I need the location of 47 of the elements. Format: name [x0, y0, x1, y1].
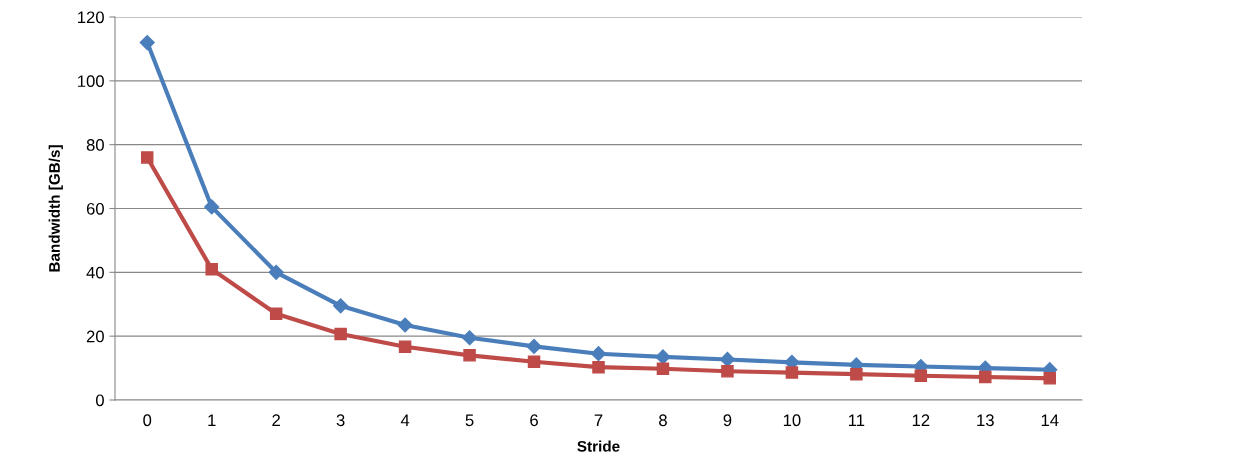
point	[526, 338, 542, 354]
point	[205, 262, 218, 276]
y-tick-label: 80	[86, 139, 104, 151]
x-tick-label: 11	[848, 414, 865, 426]
y-tick-label: 40	[86, 266, 104, 279]
x-tick-label: 12	[912, 414, 930, 426]
y-axis-title: Bandwidth [GB/s]	[48, 145, 63, 272]
point	[914, 369, 928, 382]
point	[527, 355, 541, 368]
x-tick-label: 7	[594, 414, 603, 426]
x-tick-label: 14	[1041, 414, 1059, 426]
point	[333, 298, 349, 314]
point	[721, 365, 734, 378]
x-tick-label: 4	[400, 414, 410, 426]
point	[592, 360, 605, 374]
point	[979, 370, 992, 384]
x-tick-label: 9	[723, 414, 732, 427]
point	[334, 327, 347, 341]
x-tick-label: 6	[530, 414, 538, 427]
point	[269, 307, 283, 321]
x-tick-label: 5	[465, 414, 474, 427]
y-tick-label: 20	[86, 330, 104, 343]
x-tick-label: 1	[208, 414, 216, 426]
y-tick-label: 120	[78, 11, 104, 24]
point	[268, 264, 284, 280]
point	[461, 330, 478, 346]
x-tick-label: 13	[977, 414, 994, 427]
point	[785, 366, 799, 379]
x-tick-label: 2	[272, 414, 280, 426]
x-tick-label: 0	[143, 414, 152, 427]
point	[463, 349, 476, 362]
point	[656, 362, 670, 375]
y-tick-label: 0	[95, 394, 104, 407]
y-tick-label: 60	[86, 202, 104, 215]
x-tick-label: 10	[783, 414, 801, 427]
point	[398, 340, 412, 353]
point	[140, 151, 154, 164]
point	[1043, 372, 1057, 385]
x-tick-label: 8	[659, 414, 667, 427]
point	[204, 199, 220, 215]
y-tick-label: 100	[78, 75, 104, 88]
point	[590, 346, 607, 362]
point	[397, 317, 413, 333]
x-tick-label: 3	[336, 414, 345, 427]
point	[139, 34, 155, 51]
x-axis-title: Stride	[577, 440, 620, 452]
point	[850, 367, 863, 381]
